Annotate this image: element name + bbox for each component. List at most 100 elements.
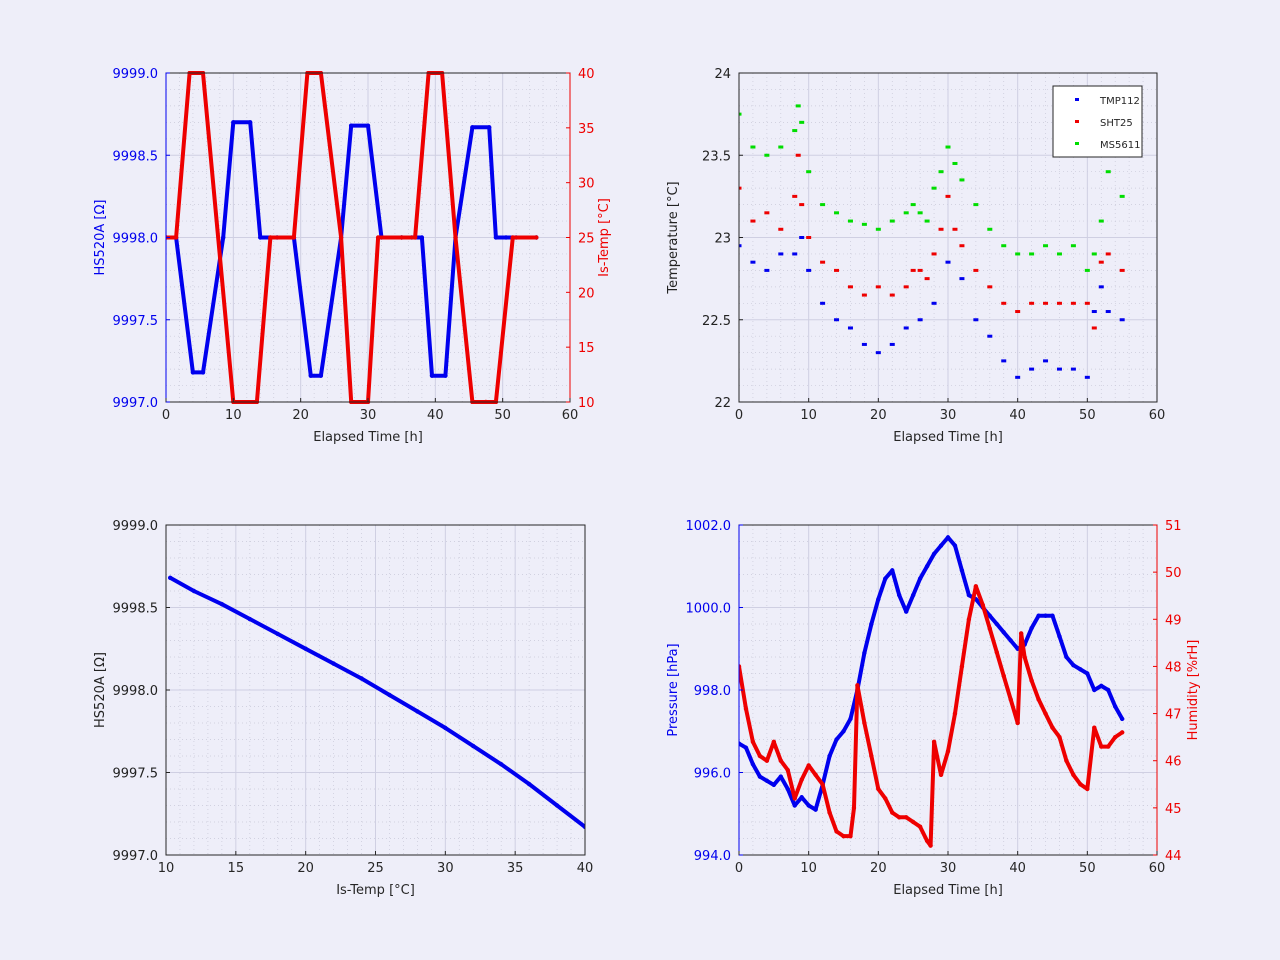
y-axis-label: HS520A [Ω] — [93, 200, 108, 276]
data-point — [987, 227, 993, 231]
y-axis-label: Pressure [hPa] — [666, 643, 681, 736]
data-point — [778, 774, 783, 779]
data-point — [834, 318, 840, 322]
data-point — [1099, 683, 1104, 689]
data-point — [1008, 638, 1013, 643]
y2-tick-label: 25 — [578, 232, 595, 247]
data-point — [827, 810, 832, 815]
data-point — [173, 235, 179, 240]
data-point — [883, 576, 888, 581]
data-point — [862, 650, 867, 656]
data-point — [861, 222, 867, 226]
legend-marker — [1075, 98, 1079, 101]
data-point — [987, 613, 992, 618]
x-tick-label: 20 — [870, 408, 887, 423]
panel-resistance-vs-time: 0 10 20 30 40 50 60 9997.0 9997.5 9998.0 9998.5 999… — [93, 67, 612, 445]
data-point — [1043, 613, 1048, 618]
data-point — [1064, 654, 1069, 660]
y-axis-label: Temperature [°C] — [666, 181, 681, 294]
series-layer — [739, 104, 1125, 379]
x-tick-label: 10 — [800, 861, 817, 876]
y-tick-label: 9999.0 — [113, 67, 159, 82]
data-point — [966, 617, 972, 622]
data-point — [931, 739, 937, 745]
data-point — [1091, 326, 1097, 330]
y2-tick-label: 20 — [578, 286, 595, 301]
data-point — [365, 123, 371, 128]
data-point — [987, 334, 993, 338]
data-point — [952, 543, 958, 548]
data-point — [834, 737, 839, 742]
data-point — [771, 739, 777, 745]
data-point — [771, 782, 777, 788]
y-tick-label: 22 — [714, 396, 731, 411]
data-point — [820, 301, 826, 305]
data-point — [1056, 252, 1062, 256]
data-point — [1098, 260, 1104, 264]
data-point — [1119, 716, 1125, 722]
x-tick-label: 0 — [162, 408, 170, 423]
data-point — [303, 646, 308, 651]
data-point — [1070, 301, 1076, 305]
data-point — [190, 370, 196, 375]
data-point — [1091, 310, 1097, 314]
data-point — [499, 762, 504, 767]
data-point — [931, 186, 937, 190]
x-tick-label: 30 — [437, 861, 454, 876]
data-point — [200, 370, 206, 375]
data-point — [799, 120, 805, 124]
data-point — [1022, 654, 1027, 660]
data-point — [1001, 673, 1006, 679]
data-point — [910, 592, 916, 598]
data-point — [764, 211, 770, 215]
data-point — [785, 786, 790, 792]
data-point — [1015, 252, 1021, 256]
data-point — [1085, 671, 1090, 676]
data-point — [219, 602, 225, 607]
series-main-points — [167, 575, 585, 830]
data-point — [890, 810, 895, 815]
data-point — [487, 125, 492, 130]
legend-marker — [1075, 142, 1079, 145]
data-point — [904, 609, 909, 614]
data-point — [778, 252, 784, 256]
major-grid — [166, 525, 585, 855]
data-point — [897, 815, 902, 820]
data-point — [890, 568, 895, 573]
data-point — [938, 227, 944, 231]
data-point — [792, 796, 797, 801]
data-point — [750, 739, 756, 745]
data-point — [869, 621, 874, 627]
data-point — [904, 815, 909, 820]
data-point — [167, 575, 173, 580]
data-point — [503, 235, 509, 240]
data-point — [308, 373, 313, 378]
y-tick-label: 9998.0 — [113, 232, 159, 247]
data-point — [841, 833, 846, 839]
data-point — [1091, 252, 1097, 256]
data-point — [1057, 634, 1062, 639]
x-tick-label: 60 — [562, 408, 579, 423]
y-tick-label: 9997.5 — [113, 767, 159, 782]
x-tick-label: 50 — [494, 408, 511, 423]
data-point — [247, 120, 253, 125]
y-tick-label: 1000.0 — [686, 602, 732, 617]
data-point — [399, 235, 404, 240]
data-point — [785, 767, 790, 773]
data-point — [318, 373, 324, 378]
data-point — [419, 235, 425, 240]
x-tick-label: 30 — [360, 408, 377, 423]
data-point — [743, 745, 749, 750]
data-point — [973, 584, 979, 589]
y-tick-label: 23 — [714, 232, 731, 247]
data-point — [875, 351, 881, 355]
data-point — [534, 235, 539, 240]
y2-tick-label: 49 — [1165, 613, 1182, 628]
x-tick-label: 30 — [940, 861, 957, 876]
data-point — [806, 170, 812, 174]
data-point — [1105, 252, 1111, 256]
data-point — [764, 268, 770, 272]
y2-axis-label: Humidity [%rH] — [1186, 640, 1201, 741]
data-point — [739, 186, 742, 190]
data-point — [959, 568, 965, 573]
